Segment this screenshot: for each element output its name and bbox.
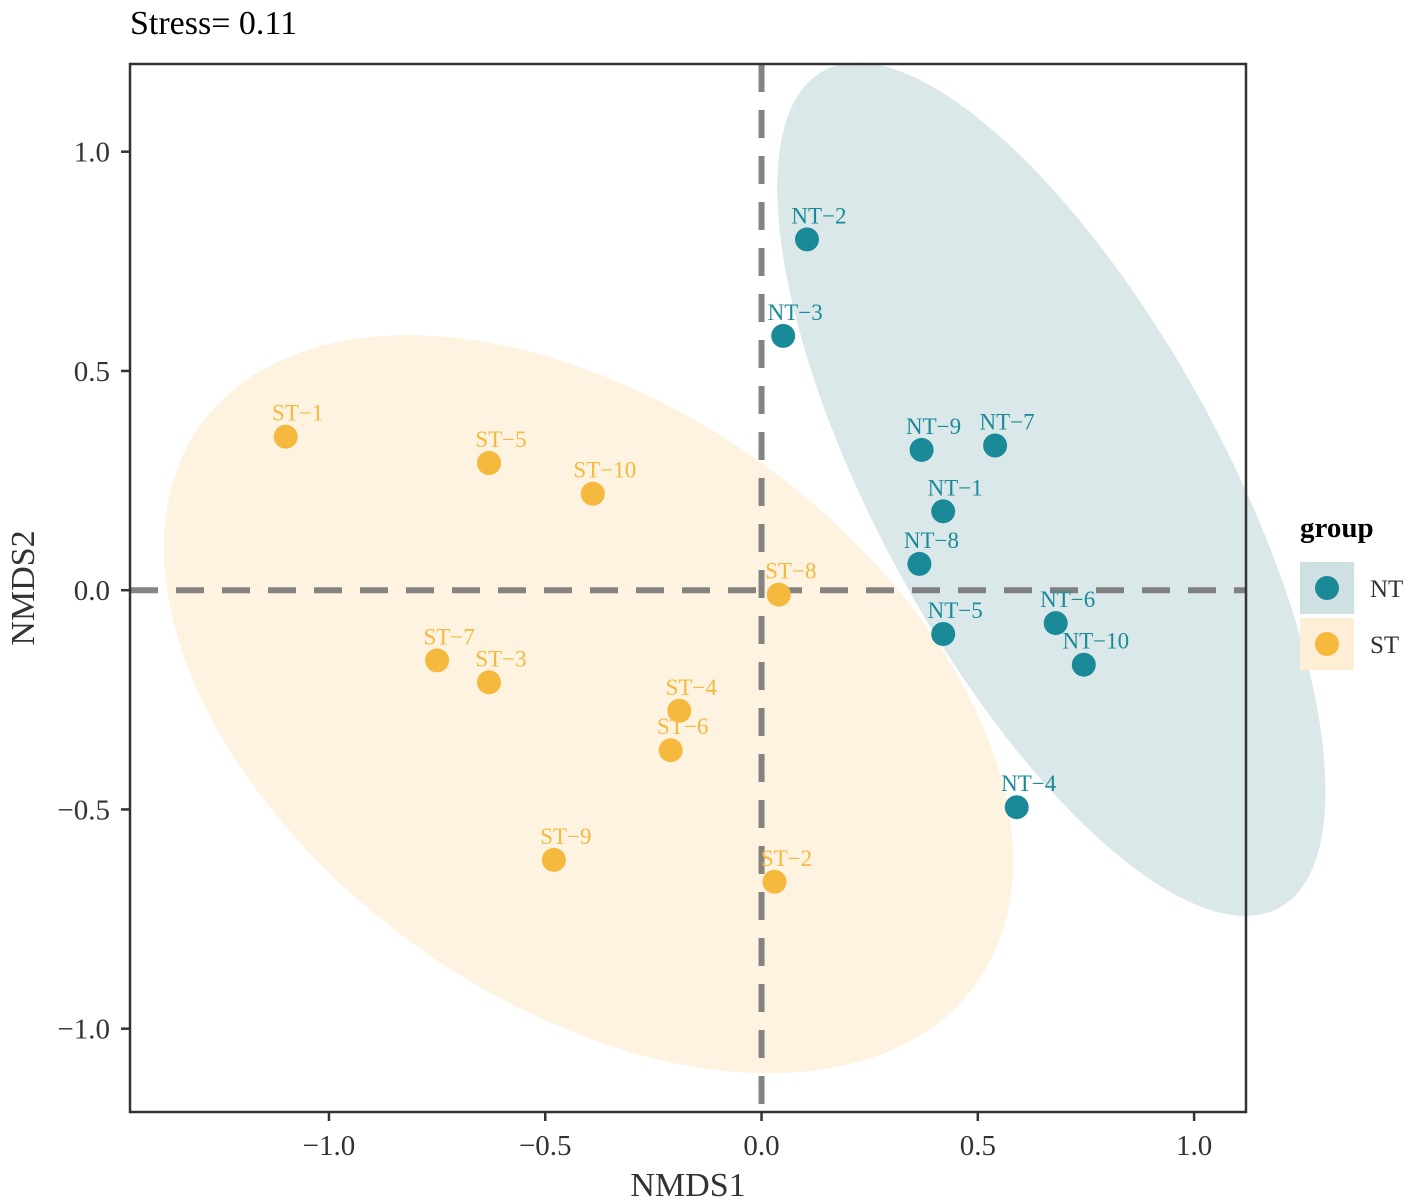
point-nt-9 xyxy=(1071,652,1096,677)
point-nt-7 xyxy=(931,622,956,646)
point-st-4 xyxy=(766,582,791,607)
legend-title: group xyxy=(1300,512,1374,544)
point-label-nt-10: NT−4 xyxy=(1001,771,1057,796)
y-tick-label: −1.0 xyxy=(57,1014,110,1046)
point-label-st-2: ST−5 xyxy=(475,427,526,452)
point-st-6 xyxy=(477,670,501,695)
point-st-2 xyxy=(477,451,501,475)
legend-marker-nt xyxy=(1315,576,1339,600)
reference-lines xyxy=(130,64,1246,1112)
point-st-1 xyxy=(273,424,298,449)
legend-marker-st xyxy=(1315,632,1339,656)
point-label-nt-1: NT−2 xyxy=(791,203,846,228)
legend-label-st: ST xyxy=(1370,632,1399,659)
point-labels: NT−2 NT−3 NT−9 NT−7 NT−1 NT−8 NT−5 NT−6 NT−10 NT−… xyxy=(272,203,1129,870)
point-label-nt-3: NT−9 xyxy=(906,414,961,439)
point-label-st-10: ST−2 xyxy=(761,846,812,871)
chart-title: Stress= 0.11 xyxy=(130,5,297,42)
point-label-st-6: ST−3 xyxy=(475,646,526,671)
x-tick-label: −0.5 xyxy=(519,1130,572,1162)
y-tick-label: 0.5 xyxy=(74,356,110,388)
point-nt-5 xyxy=(931,499,956,524)
data-points xyxy=(273,227,1096,894)
x-axis-ticks: −1.0 −0.5 0.0 0.5 1.0 xyxy=(303,1112,1212,1162)
point-nt-1 xyxy=(795,227,819,252)
point-nt-6 xyxy=(907,551,932,576)
point-label-nt-6: NT−8 xyxy=(904,528,959,553)
point-label-st-3: ST−10 xyxy=(573,458,636,483)
point-label-nt-8: NT−6 xyxy=(1040,587,1095,612)
point-label-nt-9: NT−10 xyxy=(1062,629,1129,654)
point-label-st-8: ST−6 xyxy=(657,714,708,739)
point-label-nt-5: NT−1 xyxy=(928,475,983,500)
confidence-ellipses xyxy=(163,62,1326,1074)
plot-panel-border xyxy=(128,62,1248,1114)
point-nt-4 xyxy=(983,433,1008,458)
ellipse-nt xyxy=(777,62,1326,916)
point-label-nt-4: NT−7 xyxy=(980,410,1035,435)
point-nt-2 xyxy=(771,323,796,348)
y-axis-ticks: 1.0 0.5 0.0 −0.5 −1.0 xyxy=(57,137,130,1046)
point-st-3 xyxy=(580,481,605,506)
point-label-st-9: ST−9 xyxy=(540,824,591,849)
x-tick-label: 1.0 xyxy=(1176,1130,1212,1162)
x-tick-label: 0.5 xyxy=(960,1130,996,1162)
point-nt-10 xyxy=(1004,795,1029,820)
point-label-nt-2: NT−3 xyxy=(768,300,823,325)
legend: group NT ST xyxy=(1300,512,1403,670)
y-axis-title: NMDS2 xyxy=(5,530,42,645)
point-st-5 xyxy=(425,648,450,673)
point-st-7 xyxy=(667,698,692,723)
legend-label-nt: NT xyxy=(1370,576,1403,603)
point-label-st-5: ST−7 xyxy=(423,624,474,649)
x-tick-label: 0.0 xyxy=(743,1130,779,1162)
point-st-8 xyxy=(658,738,683,763)
point-nt-8 xyxy=(1043,611,1068,636)
point-label-st-1: ST−1 xyxy=(272,401,323,426)
x-axis-title: NMDS1 xyxy=(630,1167,745,1204)
x-tick-label: −1.0 xyxy=(303,1130,356,1162)
point-label-nt-7: NT−5 xyxy=(928,598,983,623)
point-nt-3 xyxy=(909,437,934,462)
y-tick-label: 1.0 xyxy=(74,137,110,169)
ellipse-st xyxy=(163,335,1014,1074)
y-tick-label: −0.5 xyxy=(57,794,110,826)
point-st-10 xyxy=(762,869,787,894)
point-label-st-4: ST−8 xyxy=(765,559,816,584)
point-label-st-7: ST−4 xyxy=(666,675,718,700)
point-st-9 xyxy=(541,847,566,872)
y-tick-label: 0.0 xyxy=(74,575,110,607)
